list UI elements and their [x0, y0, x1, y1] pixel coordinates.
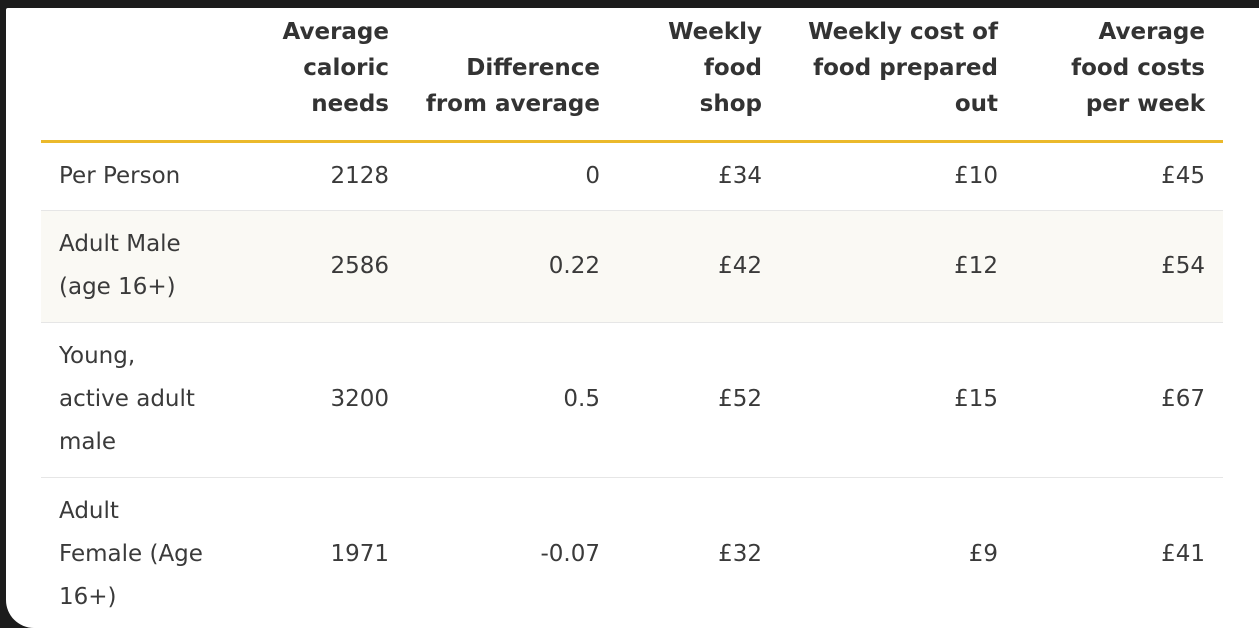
header-weekly-cost-prepared-out[interactable]: Weekly cost of food prepared out: [780, 8, 1016, 143]
cell-prepared-out: £10: [780, 141, 1016, 211]
food-costs-table: Average caloric needs Difference from av…: [41, 8, 1223, 628]
cell-weekly-shop: £42: [618, 210, 780, 323]
cell-average-costs: £41: [1016, 477, 1223, 628]
header-average-food-costs[interactable]: Average food costs per week: [1016, 8, 1223, 143]
table-header-row: Average caloric needs Difference from av…: [41, 8, 1223, 143]
cell-difference: 0.22: [407, 210, 618, 323]
table-row: Adult Female (Age 16+) 1971 -0.07 £32 £9…: [41, 477, 1223, 628]
table-panel: Average caloric needs Difference from av…: [6, 8, 1259, 628]
cell-caloric-needs: 3200: [227, 322, 407, 478]
header-average-caloric-needs[interactable]: Average caloric needs: [227, 8, 407, 143]
cell-caloric-needs: 1971: [227, 477, 407, 628]
cell-weekly-shop: £32: [618, 477, 780, 628]
table-row: Per Person 2128 0 £34 £10 £45: [41, 141, 1223, 211]
row-label: Young, active adult male: [41, 322, 227, 478]
cell-difference: -0.07: [407, 477, 618, 628]
header-difference-from-average[interactable]: Difference from average: [407, 8, 618, 143]
cell-difference: 0.5: [407, 322, 618, 478]
cell-caloric-needs: 2586: [227, 210, 407, 323]
row-label: Per Person: [41, 141, 227, 211]
cell-prepared-out: £15: [780, 322, 1016, 478]
row-label: Adult Female (Age 16+): [41, 477, 227, 628]
cell-prepared-out: £9: [780, 477, 1016, 628]
row-label: Adult Male (age 16+): [41, 210, 227, 323]
cell-average-costs: £54: [1016, 210, 1223, 323]
table-row: Adult Male (age 16+) 2586 0.22 £42 £12 £…: [41, 210, 1223, 323]
cell-average-costs: £45: [1016, 141, 1223, 211]
header-category: [41, 8, 227, 143]
cell-caloric-needs: 2128: [227, 141, 407, 211]
cell-weekly-shop: £34: [618, 141, 780, 211]
cell-prepared-out: £12: [780, 210, 1016, 323]
cell-difference: 0: [407, 141, 618, 211]
header-weekly-food-shop[interactable]: Weekly food shop: [618, 8, 780, 143]
table-row: Young, active adult male 3200 0.5 £52 £1…: [41, 322, 1223, 478]
cell-average-costs: £67: [1016, 322, 1223, 478]
cell-weekly-shop: £52: [618, 322, 780, 478]
